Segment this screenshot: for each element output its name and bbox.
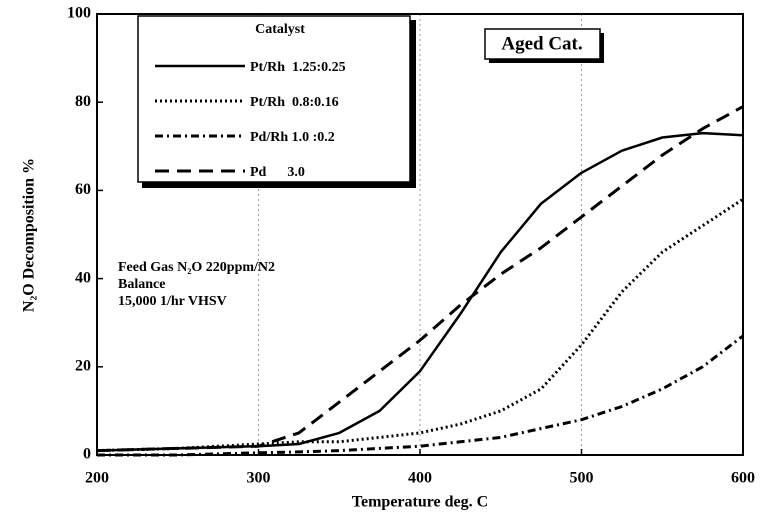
x-tick-label: 300 bbox=[247, 470, 271, 487]
data-line bbox=[96, 105, 744, 453]
annotation: Aged Cat. bbox=[501, 33, 582, 54]
y-tick-label: 100 bbox=[67, 5, 91, 22]
data-line bbox=[97, 334, 744, 457]
x-tick-label: 500 bbox=[570, 470, 594, 487]
legend-label: Pt/Rh 1.25:0.25 bbox=[250, 60, 346, 75]
x-tick-label: 400 bbox=[408, 470, 432, 487]
annotation: Feed Gas N₂O 220ppm/N2 bbox=[118, 260, 275, 275]
y-tick-label: 0 bbox=[83, 446, 91, 463]
plot-frame bbox=[96, 13, 744, 456]
annotation: 15,000 1/hr VHSV bbox=[118, 294, 227, 309]
x-tick-label: 200 bbox=[85, 470, 109, 487]
y-axis-label: N₂O Decomposition % bbox=[21, 158, 38, 312]
y-tick-label: 80 bbox=[75, 93, 91, 110]
y-tick-label: 40 bbox=[75, 269, 91, 286]
legend-title: Catalyst bbox=[255, 22, 305, 37]
legend-box bbox=[137, 15, 411, 183]
legend-label: Pd 3.0 bbox=[250, 165, 305, 180]
y-tick-label: 20 bbox=[75, 357, 91, 374]
data-line bbox=[96, 197, 744, 453]
annotation-box bbox=[484, 28, 601, 60]
annotation: Balance bbox=[118, 277, 165, 292]
x-axis-label: Temperature deg. C bbox=[352, 494, 488, 511]
x-tick-label: 600 bbox=[731, 470, 755, 487]
y-tick-label: 60 bbox=[75, 181, 91, 198]
legend-label: Pd/Rh 1.0 :0.2 bbox=[250, 130, 335, 145]
data-line bbox=[96, 131, 744, 452]
legend-label: Pt/Rh 0.8:0.16 bbox=[250, 95, 339, 110]
